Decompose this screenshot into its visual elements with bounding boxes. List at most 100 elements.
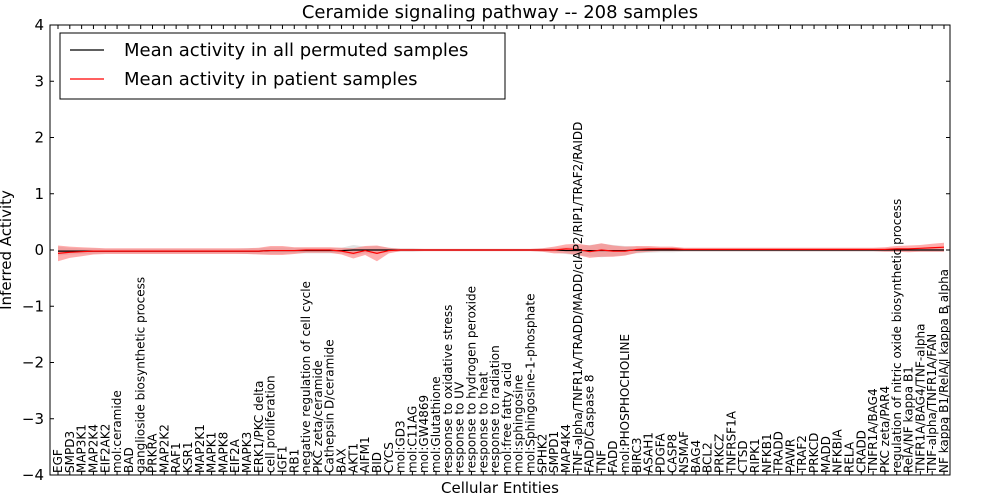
x-tick-label: NFKB1 (760, 433, 774, 473)
x-tick-label: IGF1 (275, 446, 289, 473)
x-tick-label: mol:Glutathione (429, 376, 443, 473)
x-tick-label: RELA (842, 441, 856, 473)
y-tick-label: 1 (34, 185, 44, 203)
x-tick-label: PAWR (783, 439, 797, 473)
x-tick-label: RB1 (287, 449, 301, 473)
x-tick-label: AKT1 (346, 443, 360, 473)
x-tick-label: FADD/Caspase 8 (583, 374, 597, 473)
x-tick-label: RelA/NF kappa B1 (902, 366, 916, 473)
x-tick-label: TNF-alpha/TNFR1A/TRADD/MADD/cIAP2/RIP1/T… (571, 122, 585, 474)
x-tick-label: CYCS (382, 442, 396, 473)
x-tick-label: MAPK8 (216, 432, 230, 473)
x-tick-label: SMPD3 (63, 431, 77, 473)
x-tick-label: TNF (594, 450, 608, 474)
y-tick-label: −3 (22, 410, 44, 428)
chart-title: Ceramide signaling pathway -- 208 sample… (302, 2, 698, 23)
x-tick-label: ERK1/PKC delta (252, 380, 266, 473)
x-tick-label: TNFR1A/BAG4/TNF-alpha (913, 324, 927, 474)
y-tick-label: −4 (22, 466, 44, 484)
x-tick-label: AIFM1 (358, 436, 372, 473)
x-tick-label: BAX (335, 448, 349, 473)
x-tick-label: negative regulation of cell cycle (299, 281, 313, 473)
x-tick-label: TNFRSF1A (724, 410, 738, 474)
x-tick-label: response to radiation (488, 345, 502, 473)
legend-box (59, 32, 506, 100)
x-tick-label: NFKBIA (831, 428, 845, 473)
x-tick-label: response to heat (476, 371, 490, 473)
x-tick-label: mol:free fatty acid (500, 362, 514, 473)
x-tick-label: BCL2 (701, 442, 715, 473)
x-tick-label: MAP4K4 (559, 424, 573, 473)
x-tick-label: ASAH1 (642, 432, 656, 473)
x-tick-label: CASP8 (665, 434, 679, 473)
x-tick-label: ganglioside biosynthetic process (134, 277, 148, 473)
x-tick-label: response to oxidative stress (441, 305, 455, 473)
x-tick-label: BID (370, 452, 384, 473)
plot-frame (49, 24, 951, 476)
x-tick-label: SMPD1 (547, 431, 561, 473)
x-tick-label: CRADD (854, 430, 868, 473)
y-tick-label: 2 (34, 129, 44, 147)
x-tick-label: regulation of nitric oxide biosynthetic … (890, 199, 904, 473)
x-tick-label: PKC zeta/PAR4 (878, 386, 892, 473)
x-tick-label: cell proliferation (264, 375, 278, 473)
x-tick-label: MAP3K1 (75, 424, 89, 473)
x-tick-label: FADD (606, 441, 620, 474)
x-tick-label: NSMAF (677, 431, 691, 473)
axes: −4 −3 −2 −1 0 1 2 3 4 (22, 16, 951, 484)
y-tick-label: −2 (22, 354, 44, 372)
x-tick-label: PDGFA (653, 432, 667, 473)
x-tick-label: CTSD (736, 440, 750, 473)
y-tick-label: −1 (22, 297, 44, 315)
x-tick-label: response to UV (453, 381, 467, 473)
x-tick-label: MAPK1 (205, 432, 219, 473)
x-tick-label: MADD (819, 436, 833, 473)
x-tick-label: Cathepsin D/ceramide (323, 339, 337, 473)
legend-label: Mean activity in all permuted samples (124, 40, 468, 61)
x-tick-label: mol:GW4869 (417, 395, 431, 473)
x-tick-label: mol:PHOSPHOCHOLINE (618, 334, 632, 473)
x-tick-label: PRKRA (146, 433, 160, 473)
x-tick-label: EIF2AK2 (98, 424, 112, 473)
legend-label: Mean activity in patient samples (124, 69, 418, 90)
y-axis-label: Inferred Activity (0, 190, 15, 310)
x-tick-label: EGF (51, 449, 65, 473)
x-tick-label: PRKCZ (713, 434, 727, 473)
y-tick-label: 0 (34, 241, 44, 259)
x-tick-label: PRKCD (807, 433, 821, 473)
x-tick-label: NF kappa B1/RelA/I kappa B alpha (937, 269, 951, 473)
x-tick-label: MAP2K2 (157, 424, 171, 473)
x-tick-label: MAP2K4 (86, 424, 100, 473)
x-tick-label: PKC zeta/ceramide (311, 360, 325, 473)
x-tick-label: RIPK1 (748, 438, 762, 473)
x-tick-label: TRAF2 (795, 435, 809, 474)
x-tick-label: mol:Sphingosine-1-phosphate (524, 294, 538, 474)
y-tick-label: 4 (34, 16, 44, 34)
x-tick-label: TNFR1A/BAG4 (866, 388, 880, 474)
x-tick-label: TRADD (772, 431, 786, 474)
x-tick-label: MAPK3 (240, 432, 254, 473)
x-tick-label: MAP2K1 (193, 424, 207, 473)
x-tick-label: TNF-alpha/TNFR1A/FAN (925, 334, 939, 474)
x-tick-label: mol:ceramide (110, 390, 124, 473)
x-tick-label: response to hydrogen peroxide (464, 286, 478, 473)
confidence-bands (58, 242, 944, 262)
legend: Mean activity in all permuted samples Mea… (59, 32, 506, 100)
x-tick-label: KSR1 (181, 442, 195, 473)
x-tick-label: BAG4 (689, 440, 703, 473)
x-tick-label: EIF2A (228, 438, 242, 473)
x-tick-label: mol:sphingosine (512, 375, 526, 473)
x-tick-label: BAD (122, 447, 136, 473)
y-tick-label: 3 (34, 72, 44, 90)
band-series-1 (58, 242, 944, 262)
x-tick-label: mol:C11AG (405, 406, 419, 473)
x-tick-label: BIRC3 (630, 437, 644, 473)
x-tick-label: RAF1 (169, 442, 183, 473)
line-series-1 (57, 246, 945, 254)
series-lines (57, 246, 945, 254)
x-tick-labels: EGFSMPD3MAP3K1MAP2K4EIF2AK2mol:ceramideB… (51, 122, 951, 474)
x-tick-label: SPHK2 (535, 434, 549, 473)
x-axis-label: Cellular Entities (441, 479, 559, 497)
x-tick-label: mol:GD3 (394, 420, 408, 473)
